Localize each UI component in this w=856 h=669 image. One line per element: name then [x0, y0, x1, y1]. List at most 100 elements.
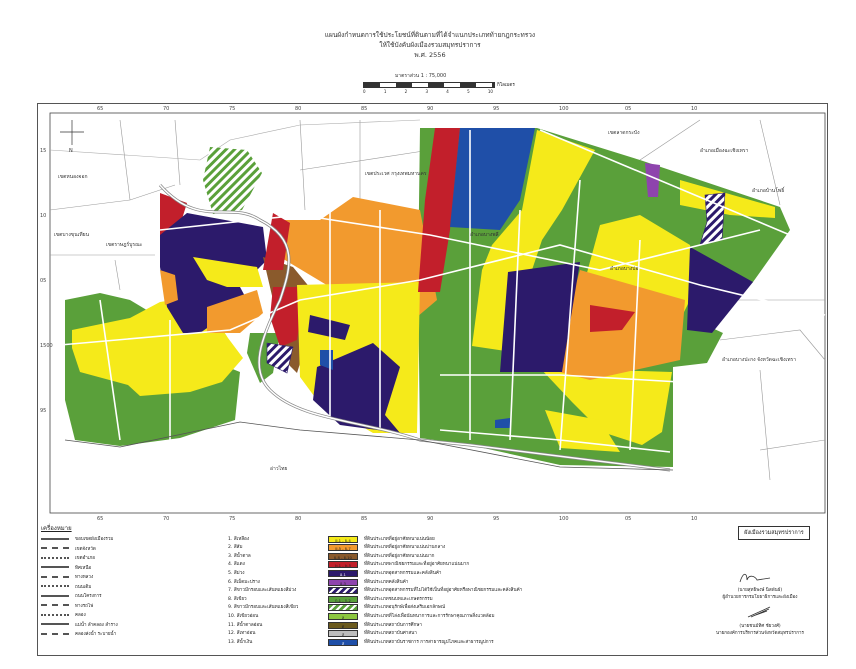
- land-use-name: 3. สีน้ำตาล: [228, 553, 251, 559]
- scale-text: มาตราส่วน 1 : 75,000: [395, 73, 447, 79]
- grid-tick-label: 90: [427, 516, 433, 522]
- symbol-legend-item: ขอบเขตผังเมืองรวม: [41, 535, 113, 542]
- color-swatch: [328, 587, 358, 595]
- grid-tick-label: 90: [427, 106, 433, 112]
- line-symbol-icon: [41, 613, 69, 616]
- symbol-label: เขตจังหวัด: [75, 546, 96, 552]
- signature-2-block: (นายชนม์ทิศ ชัยวงศ์) นายกองค์การบริหารส่…: [700, 622, 820, 636]
- land-use-description: ที่ดินประเภทพาณิชยกรรมและที่อยู่อาศัยหนา…: [364, 562, 470, 568]
- nongjok-label: เขตหนองจอก: [58, 174, 88, 180]
- land-use-description: ที่ดินประเภทอุตสาหกรรมและคลังสินค้า: [364, 570, 442, 576]
- land-use-legend-item: 9. สีขาวมีกรอบและเส้นทแยงสีเขียว ที่ดินปร…: [228, 604, 445, 612]
- grid-tick-label: 10: [40, 213, 46, 219]
- sig2-title: นายกองค์การบริหารส่วนจังหวัดสมุทรปราการ: [716, 631, 804, 636]
- color-swatch: ส: [328, 638, 358, 646]
- north-arrow-label: N: [69, 148, 73, 154]
- symbol-legend-item: ถนนเดิม: [41, 583, 91, 590]
- zone-residential-medium-west: [160, 270, 178, 305]
- zone-industrial-strip: [308, 315, 350, 340]
- district-boundaries: [49, 119, 826, 481]
- color-swatch: [328, 604, 358, 612]
- line-symbol-icon: [41, 585, 69, 587]
- grid-tick-label: 85: [361, 106, 367, 112]
- grid-tick-label: 70: [163, 106, 169, 112]
- tick-labels: 65 65 70 70 75 75 80 80 85 85 90 90 95 95 100 100 05 05 10…: [40, 106, 697, 522]
- sig2-name: (นายชนม์ทิศ ชัยวงศ์): [739, 624, 781, 629]
- signature-1: [739, 573, 771, 583]
- symbol-legend-item: ทางรถไฟ: [41, 602, 93, 609]
- land-use-description: ที่ดินประเภทที่อยู่อาศัยหนาแน่นน้อย: [364, 536, 435, 542]
- symbol-label: คลอง: [75, 613, 86, 618]
- land-use-name: 7. สีขาวมีกรอบและเส้นทแยงสีม่วง: [228, 588, 297, 594]
- grid-tick-label: 85: [361, 516, 367, 522]
- land-use-name: 5. สีม่วง: [228, 570, 245, 576]
- symbol-legend-item: ถนนโครงการ: [41, 592, 102, 599]
- grid-tick-label: 10: [691, 516, 697, 522]
- color-swatch: อ.3: [328, 578, 358, 586]
- scale-bar: [363, 82, 495, 88]
- bangkhuntien-label: เขตบางขุนเทียน: [54, 231, 90, 238]
- symbol-label: คลองส่งน้ำ ระบายน้ำ: [75, 632, 117, 637]
- land-use-name: 8. สีเขียว: [228, 596, 247, 602]
- scale-tick: 2: [404, 89, 408, 94]
- zone-commercial-central-1: [263, 213, 290, 270]
- symbol-legend-item: คลอง: [41, 611, 86, 618]
- land-use-name: 4. สีแดง: [228, 562, 245, 568]
- line-symbol-icon: [41, 566, 69, 568]
- land-use-description: ที่ดินประเภทสถาบันราชการ การสาธารณูปโภคแ…: [364, 639, 494, 645]
- symbol-label: ทางรถไฟ: [75, 603, 94, 609]
- land-use-name: 13. สีน้ำเงิน: [228, 639, 253, 645]
- symbol-legend-item: ทางหลวง: [41, 573, 93, 580]
- grid-tick-label: 100: [559, 516, 569, 522]
- line-symbol-icon: [41, 575, 69, 578]
- grid-tick-label: 80: [295, 106, 301, 112]
- symbol-legend-item: เขตจังหวัด: [41, 545, 96, 552]
- zone-commercial-north: [418, 128, 460, 292]
- grid-tick-label: 100: [559, 106, 569, 112]
- zone-residential-low-loop: [193, 257, 263, 287]
- zone-residential-low-lower: [540, 368, 672, 445]
- color-swatch: อ.1: [328, 569, 358, 577]
- land-use-description: ที่ดินประเภทที่โล่งเพื่อนันทนาการและการร…: [364, 613, 495, 619]
- land-use-name: 10. สีเขียวอ่อน: [228, 613, 259, 619]
- zone-government-north: [450, 128, 535, 230]
- land-use-description: ที่ดินประเภทที่อยู่อาศัยหนาแน่นมาก: [364, 553, 435, 559]
- zone-industrial-center: [500, 262, 580, 372]
- land-use-name: 2. สีส้ม: [228, 545, 243, 551]
- line-symbol-icon: [41, 594, 69, 597]
- title-line-1: แผนผังกำหนดการใช้ประโยชน์ที่ดินตามที่ได้…: [324, 31, 536, 39]
- symbol-label: ทางหลวง: [75, 575, 94, 580]
- land-use-name: 12. สีเทาอ่อน: [228, 631, 256, 637]
- grid-tick-label: 10: [691, 106, 697, 112]
- land-use-legend-item: 5. สีม่วง อ.1 ที่ดินประเภทอุตสาหกรรมและคลั…: [228, 569, 442, 577]
- grid-tick-label: 65: [97, 106, 103, 112]
- zone-warehouse-ne: [645, 163, 660, 197]
- title-line-3: พ.ศ. 2556: [414, 51, 446, 59]
- district-east-label: อำเภอบางปะกง จังหวัดฉะเชิงเทรา: [722, 356, 796, 363]
- symbol-legend-item: ทิศเหนือ: [41, 564, 91, 571]
- scale-tick: 4: [446, 89, 449, 94]
- color-swatch: ย.1 - ย.4: [328, 535, 358, 543]
- color-swatch: ก.1 - ก.2: [328, 595, 358, 603]
- zone-residential-low-ne: [680, 180, 775, 218]
- land-use-legend-item: 12. สีเทาอ่อน ส ที่ดินประเภทสถาบันศาสนา: [228, 630, 417, 638]
- land-use-legend-item: 10. สีเขียวอ่อน ล ที่ดินประเภทที่โล่งเพื่อ…: [228, 612, 494, 620]
- land-use-description: ที่ดินประเภทที่อยู่อาศัยหนาแน่นปานกลาง: [364, 545, 446, 551]
- land-use-description: ที่ดินประเภทอุตสาหกรรมที่ไม่ได้ใช้เป็นที…: [364, 588, 523, 594]
- land-use-legend-item: 3. สีน้ำตาล ย.8 - ย.10 ที่ดินประเภทที่อยู่…: [228, 552, 434, 560]
- ratburana-label: เขตราษฎร์บูรณะ: [106, 241, 143, 248]
- land-use-description: ที่ดินประเภทอนุรักษ์เพื่อส่งเสริมเอกลักษ…: [364, 605, 446, 611]
- line-symbol-icon: [41, 632, 69, 635]
- grid-tick-label: 75: [229, 106, 235, 112]
- grid-tick-label: 65: [97, 516, 103, 522]
- land-use-name: 1. สีเหลือง: [228, 536, 250, 542]
- grid-tick-label: 80: [295, 516, 301, 522]
- grid-tick-label: 05: [40, 278, 46, 284]
- land-use-legend-item: 11. สีน้ำตาลอ่อน ศ ที่ดินประเภทสถาบันการศึ…: [228, 621, 422, 629]
- land-use-name: 9. สีขาวมีกรอบและเส้นทแยงสีเขียว: [228, 605, 299, 611]
- legend-heading: เครื่องหมาย: [41, 525, 72, 532]
- map-title: แผนผังกำหนดการใช้ประโยชน์ที่ดินตามที่ได้…: [300, 30, 560, 60]
- land-use-description: ที่ดินประเภทสถาบันการศึกษา: [364, 622, 422, 628]
- plan-name-box: ผังเมืองรวมสมุทรปราการ: [738, 526, 810, 540]
